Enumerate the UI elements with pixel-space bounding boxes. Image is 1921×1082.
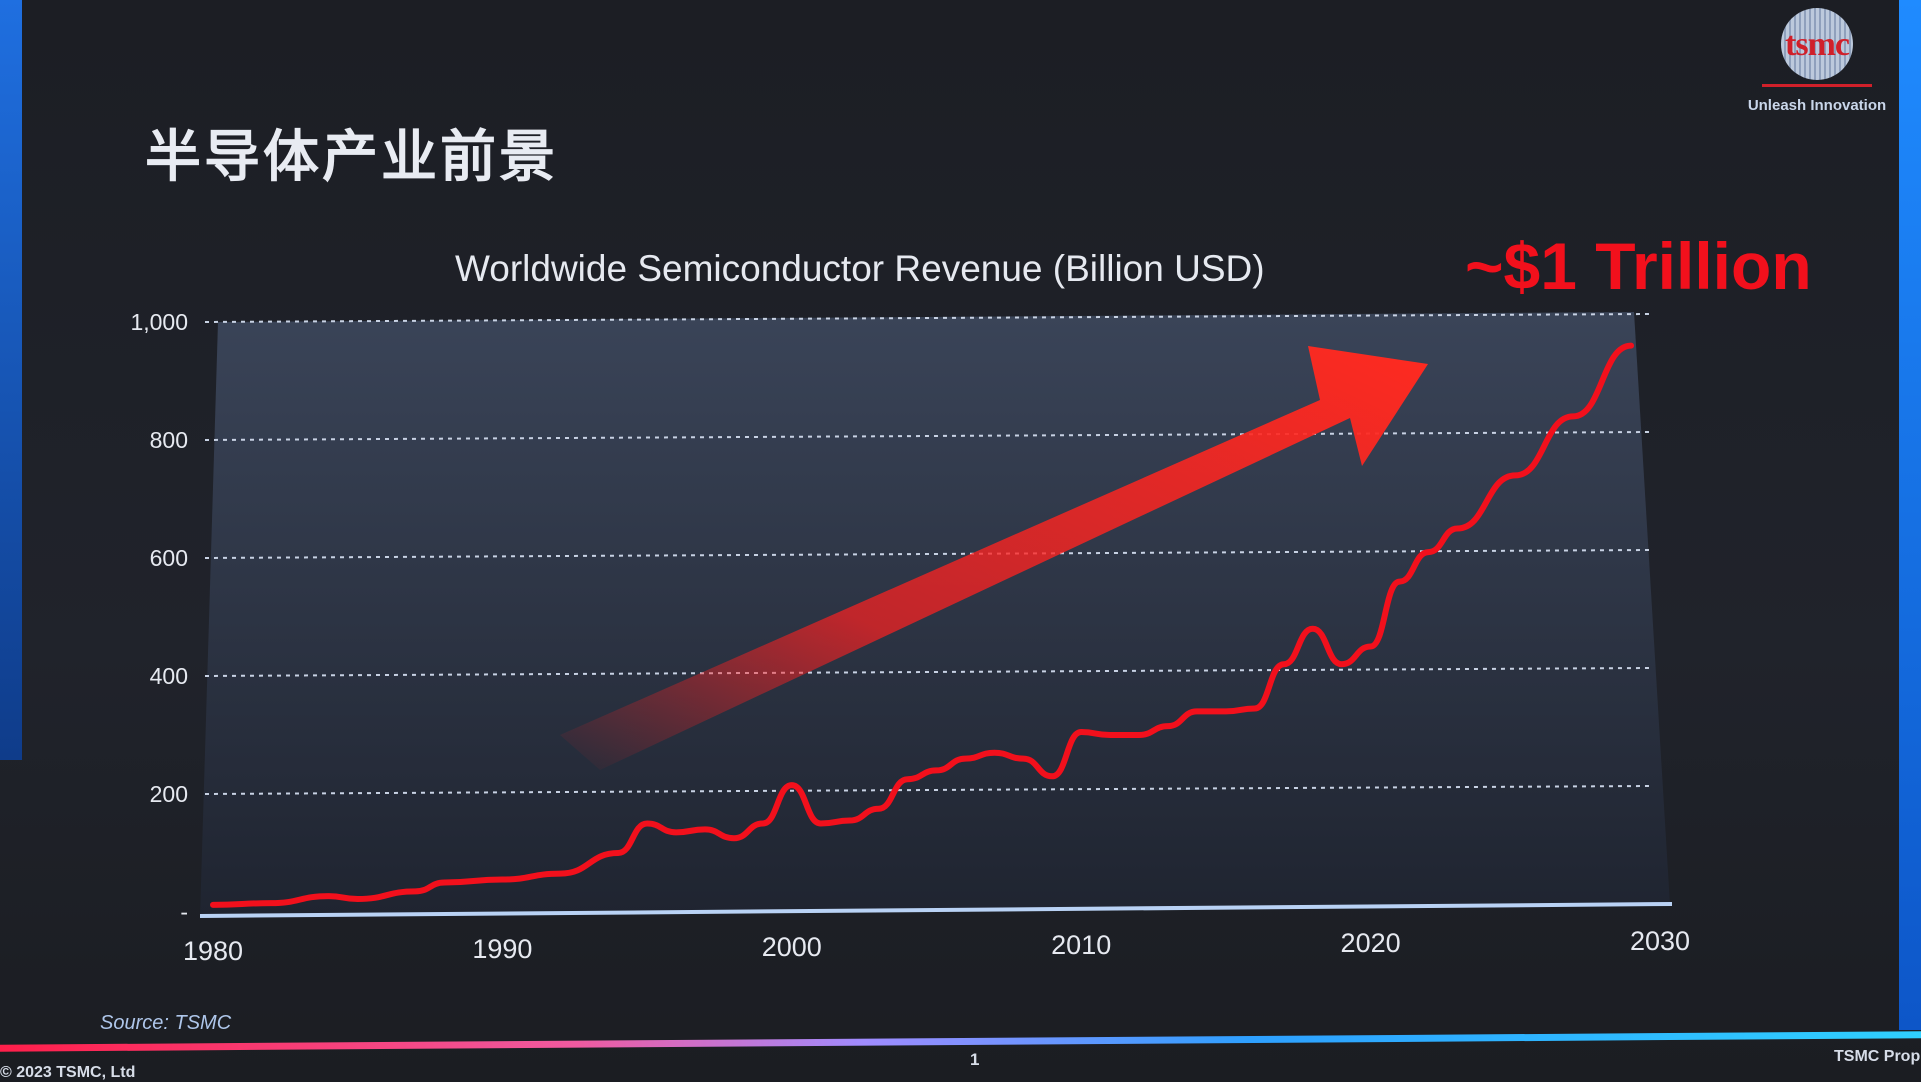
copyright: © 2023 TSMC, Ltd <box>0 1064 135 1082</box>
x-tick-label: 2010 <box>1051 930 1111 960</box>
y-tick-label: - <box>180 899 188 925</box>
y-tick-label: 600 <box>150 545 188 571</box>
y-tick-label: 200 <box>150 781 188 807</box>
source-note: Source: TSMC <box>100 1012 231 1035</box>
x-tick-label: 2020 <box>1341 928 1401 958</box>
y-tick-label: 800 <box>150 427 188 453</box>
footer-proprietary: TSMC Prop <box>1834 1048 1920 1066</box>
x-tick-label: 2030 <box>1630 926 1690 956</box>
x-tick-label: 1990 <box>472 934 532 964</box>
x-tick-label: 1980 <box>183 936 243 966</box>
plot-area <box>200 312 1670 918</box>
y-tick-label: 1,000 <box>130 309 188 335</box>
page-number: 1 <box>970 1050 979 1070</box>
x-tick-label: 2000 <box>762 932 822 962</box>
y-tick-label: 400 <box>150 663 188 689</box>
